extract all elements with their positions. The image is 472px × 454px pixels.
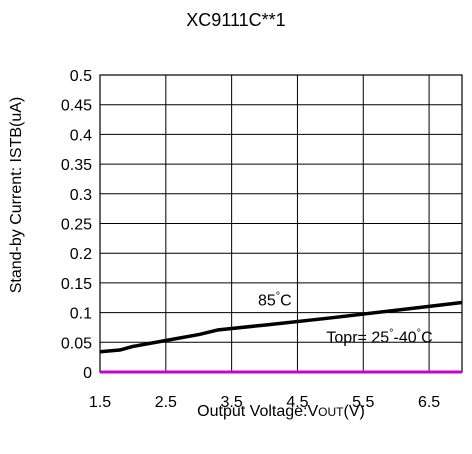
annotations: 85°C Topr= 25°-40°C	[258, 291, 433, 347]
x-tick-labels: 1.5 2.5 3.5 4.5 5.5 6.5	[89, 394, 440, 411]
y-tick-label: 0.15	[61, 276, 92, 293]
series-line-1	[99, 300, 463, 354]
x-tick-label: 5.5	[352, 394, 374, 411]
series-lines	[99, 300, 463, 374]
x-tick-label: 1.5	[89, 394, 111, 411]
x-axis-label-prefix: Output Voltage:V	[197, 403, 319, 420]
y-tick-label: 0.1	[70, 306, 92, 323]
x-tick-label: 6.5	[418, 394, 440, 411]
y-tick-label: 0.5	[70, 68, 92, 85]
y-axis-label: Stand-by Current: ISTB(uA)	[8, 96, 25, 294]
y-tick-labels: 0 0.05 0.1 0.15 0.2 0.25 0.3 0.35 0.4 0.45 0.5	[61, 68, 92, 382]
y-tick-label: 0.05	[61, 335, 92, 352]
x-axis-label-unit: (V)	[343, 403, 365, 420]
annotation-85c: 85°C	[258, 291, 292, 310]
y-tick-label: 0.2	[70, 246, 92, 263]
x-tick-label: 4.5	[286, 394, 308, 411]
annotation-topr: Topr= 25°-40°C	[326, 327, 432, 346]
grid-lines	[100, 75, 462, 372]
x-axis-label: Output Voltage:VOUT(V)	[100, 403, 462, 421]
y-tick-label: 0	[83, 365, 92, 382]
x-axis-label-subscript: OUT	[318, 405, 344, 419]
y-tick-label: 0.3	[70, 187, 92, 204]
chart-title: XC9111C**1	[186, 10, 286, 30]
x-tick-label: 2.5	[155, 394, 177, 411]
y-tick-label: 0.4	[70, 127, 92, 144]
x-tick-label: 3.5	[221, 394, 243, 411]
y-tick-label: 0.45	[61, 98, 92, 115]
y-tick-label: 0.35	[61, 157, 92, 174]
y-tick-label: 0.25	[61, 217, 92, 234]
